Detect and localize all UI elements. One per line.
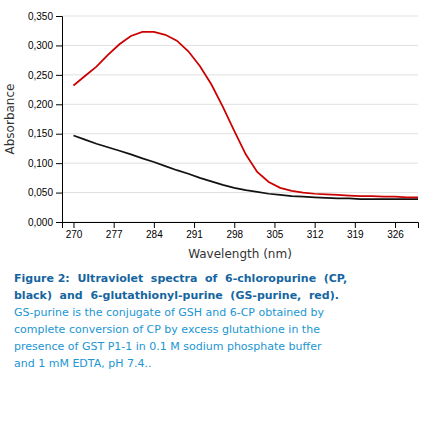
x-tick: 312 xyxy=(307,222,324,240)
y-axis-title: Absorbance xyxy=(3,84,17,155)
caption: black) and 6-glutathionyl-purine (GS-pur… xyxy=(14,289,339,302)
y-tick-label: 0,250 xyxy=(28,70,53,81)
y-tick: 0,150 xyxy=(28,128,62,139)
grid-line xyxy=(62,16,418,17)
x-tick-mark xyxy=(315,222,316,228)
grid-line xyxy=(62,104,418,105)
x-tick-label: 298 xyxy=(226,229,243,240)
y-tick-mark xyxy=(56,193,62,194)
grid-line xyxy=(62,163,418,164)
x-tick: 326 xyxy=(387,222,404,240)
x-tick-mark xyxy=(234,222,235,228)
grid-line xyxy=(62,74,418,75)
y-tick-mark xyxy=(56,16,62,17)
x-tick: 305 xyxy=(267,222,284,240)
grid-line xyxy=(62,45,418,46)
y-tick-mark xyxy=(56,222,62,223)
x-tick-label: 284 xyxy=(146,229,163,240)
caption: Figure 2: Ultraviolet spectra of 6-chlor… xyxy=(14,272,347,285)
y-tick-label: 0,300 xyxy=(28,40,53,51)
x-tick-label: 305 xyxy=(267,229,284,240)
y-axis-line xyxy=(56,17,63,223)
x-tick: 270 xyxy=(66,222,83,240)
y-tick: 0,250 xyxy=(28,70,62,81)
chart: 270 277 284 291 298 305 312 319 326 0,000 0,050 0,1… xyxy=(0,0,438,436)
x-axis-line xyxy=(63,223,419,229)
y-tick-label: 0,350 xyxy=(28,11,53,22)
y-axis: 0,000 0,050 0,100 0,150 0,200 0,250 0,300 0,350 xyxy=(28,11,63,228)
y-tick-label: 0,100 xyxy=(28,158,53,169)
x-tick: 298 xyxy=(226,222,243,240)
grid-line xyxy=(62,192,418,193)
y-tick-label: 0,050 xyxy=(28,187,53,198)
y-tick: 0,200 xyxy=(28,99,62,110)
y-tick-mark xyxy=(56,45,62,46)
y-tick: 0,350 xyxy=(28,11,62,22)
caption: presence of GST P1-1 in 0.1 M sodium pho… xyxy=(14,340,322,353)
x-tick: 284 xyxy=(146,222,163,240)
y-tick-mark xyxy=(56,163,62,164)
plot: 270 277 284 291 298 305 312 319 326 0,000 0,050 0,1… xyxy=(28,11,419,240)
caption: complete conversion of CP by excess glut… xyxy=(14,323,320,336)
y-tick-mark xyxy=(56,134,62,135)
caption: GS-purine is the conjugate of GSH and 6-… xyxy=(14,306,325,319)
y-tick-label: 0,150 xyxy=(28,128,53,139)
x-tick-mark xyxy=(194,222,195,228)
lines xyxy=(73,32,418,199)
x-tick-label: 291 xyxy=(186,229,203,240)
grid-line xyxy=(62,133,418,134)
y-tick: 0,050 xyxy=(28,187,62,198)
x-tick: 277 xyxy=(106,222,123,240)
x-tick-mark xyxy=(73,222,74,228)
grid xyxy=(62,16,418,222)
x-tick-label: 270 xyxy=(66,229,83,240)
x-axis: 270 277 284 291 298 305 312 319 326 xyxy=(63,222,419,240)
x-tick-mark xyxy=(114,222,115,228)
x-tick-label: 326 xyxy=(387,229,404,240)
y-tick: 0,300 xyxy=(28,40,62,51)
x-axis-title: Wavelength (nm) xyxy=(188,247,292,261)
x-tick-mark xyxy=(274,222,275,228)
x-tick: 291 xyxy=(186,222,203,240)
y-tick-label: 0,000 xyxy=(28,217,53,228)
x-tick-label: 319 xyxy=(347,229,364,240)
y-tick: 0,100 xyxy=(28,158,62,169)
series-line xyxy=(73,135,418,199)
y-tick-label: 0,200 xyxy=(28,99,53,110)
x-tick-mark xyxy=(395,222,396,228)
y-tick: 0,000 xyxy=(28,217,62,228)
y-tick-mark xyxy=(56,104,62,105)
x-tick-label: 277 xyxy=(106,229,123,240)
x-tick-label: 312 xyxy=(307,229,324,240)
caption: and 1 mM EDTA, pH 7.4.. xyxy=(14,357,151,370)
x-tick-mark xyxy=(154,222,155,228)
y-tick-mark xyxy=(56,75,62,76)
series-line xyxy=(73,32,418,197)
x-tick-mark xyxy=(355,222,356,228)
x-tick: 319 xyxy=(347,222,364,240)
